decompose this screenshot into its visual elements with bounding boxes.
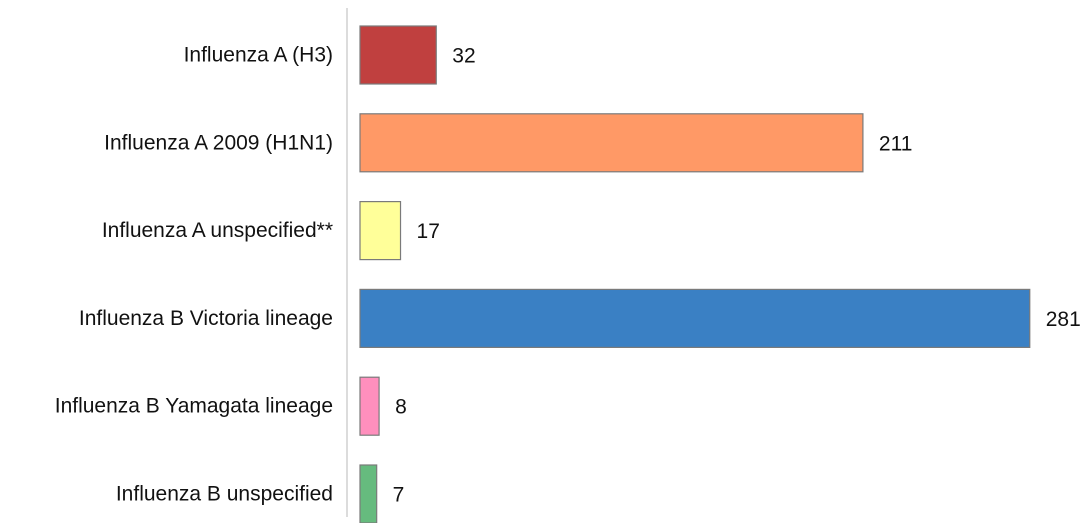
category-label-influenza-b-unspecified: Influenza B unspecified	[116, 483, 333, 506]
bar-influenza-b-yamagata-lineage	[359, 376, 380, 436]
bar-influenza-b-unspecified	[359, 464, 378, 523]
category-label-influenza-a-unspecified: Influenza A unspecified**	[102, 219, 333, 242]
bar-influenza-a-unspecified	[359, 201, 402, 261]
category-axis-labels: Influenza A (H3) Influenza A 2009 (H1N1) I…	[55, 44, 333, 506]
data-labels: 32 211 17 281 8 7	[393, 45, 1081, 507]
bar-series	[359, 25, 1031, 523]
value-label-influenza-a-h3: 32	[452, 45, 475, 68]
value-label-influenza-a-2009-h1n1: 211	[879, 132, 912, 155]
bar-influenza-a-h3	[359, 25, 437, 85]
value-label-influenza-b-victoria-lineage: 281	[1046, 308, 1081, 331]
bar-influenza-a-2009-h1n1	[359, 113, 864, 173]
value-label-influenza-b-unspecified: 7	[393, 484, 405, 507]
bar-influenza-b-victoria-lineage	[359, 288, 1031, 348]
category-label-influenza-b-yamagata-lineage: Influenza B Yamagata lineage	[55, 395, 333, 418]
category-label-influenza-a-h3: Influenza A (H3)	[184, 44, 333, 67]
value-label-influenza-a-unspecified: 17	[417, 220, 440, 243]
value-label-influenza-b-yamagata-lineage: 8	[395, 396, 407, 419]
category-label-influenza-a-2009-h1n1: Influenza A 2009 (H1N1)	[104, 131, 333, 154]
category-label-influenza-b-victoria-lineage: Influenza B Victoria lineage	[79, 307, 333, 330]
